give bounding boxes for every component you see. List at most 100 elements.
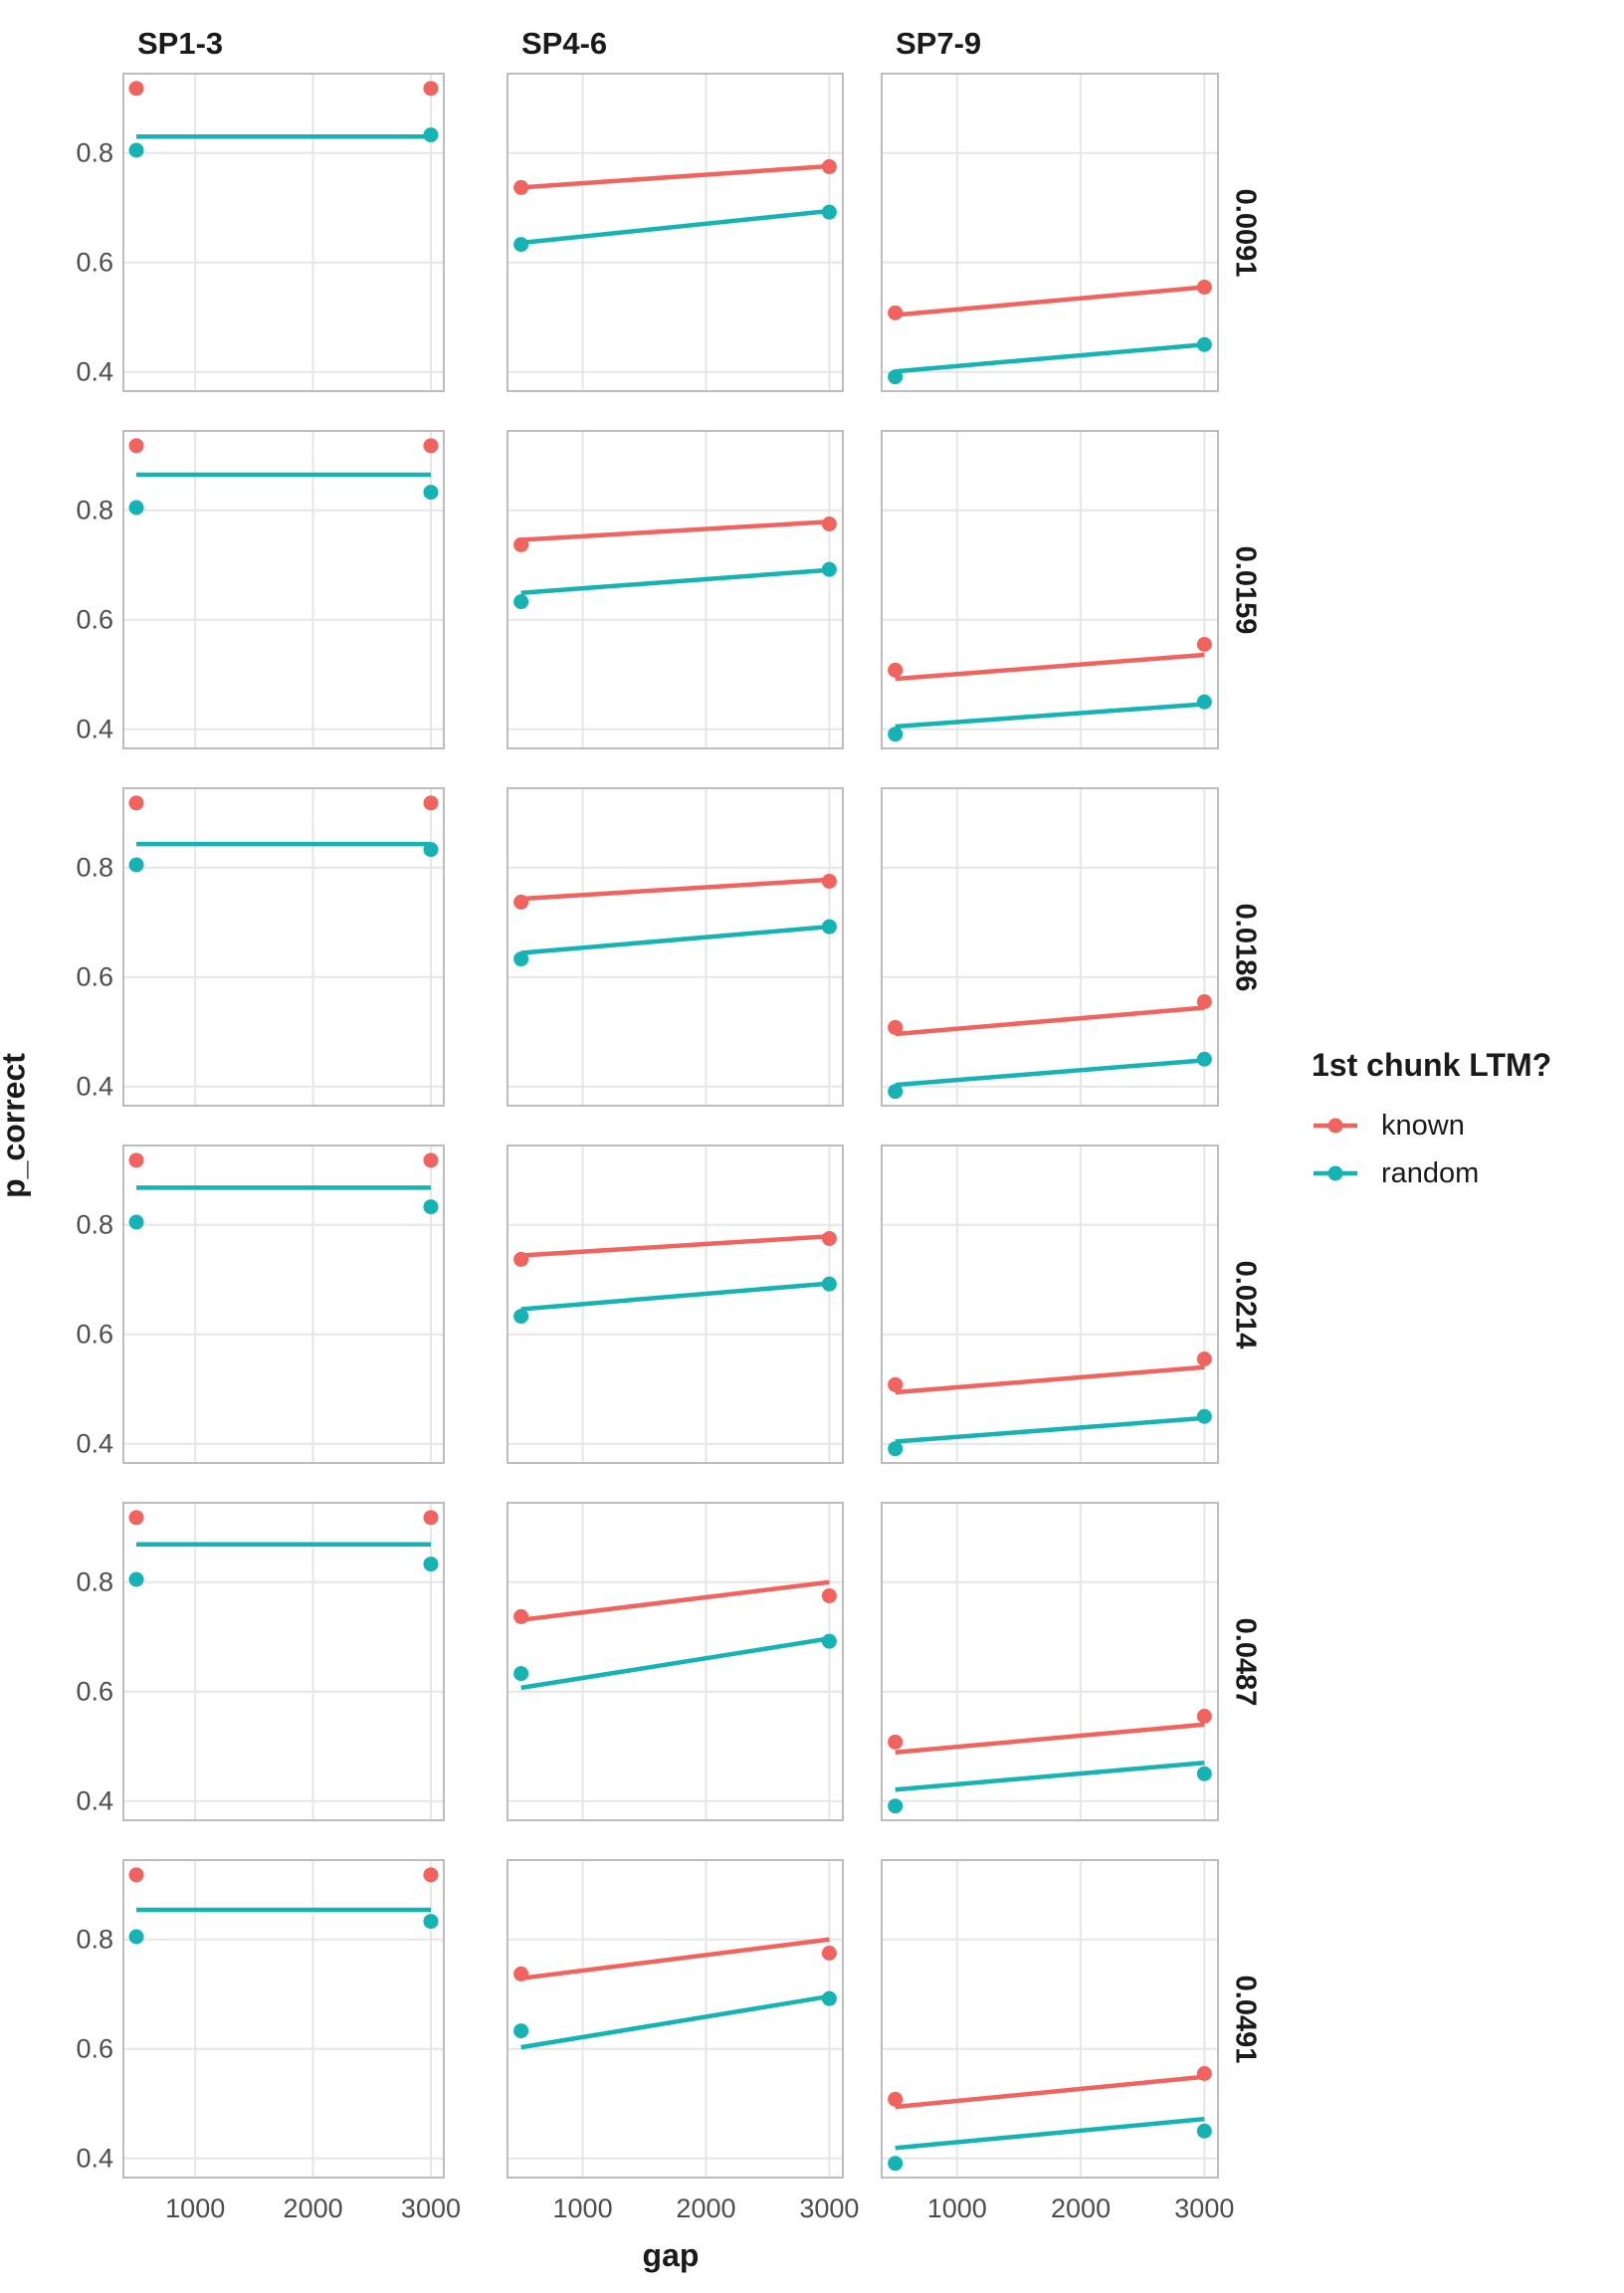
panel-border: [881, 430, 1219, 749]
facet-row-label: 0.0159: [1229, 545, 1262, 634]
data-point-known: [1196, 1352, 1212, 1366]
data-point-random: [423, 1914, 439, 1930]
data-point-random: [821, 561, 837, 577]
fit-line-known: [520, 163, 830, 190]
data-point-known: [888, 305, 904, 320]
fit-line-random: [895, 1415, 1205, 1444]
y-tick-label: 0.8: [76, 495, 113, 525]
data-point-random: [821, 1276, 837, 1292]
data-point-random: [888, 2156, 904, 2172]
data-point-known: [888, 1019, 904, 1035]
facet-row-label: 0.0091: [1229, 188, 1262, 277]
legend-entry-known: known: [1312, 1110, 1620, 1142]
data-point-random: [1196, 1051, 1212, 1067]
fit-line-random: [895, 1761, 1205, 1792]
facet-row-label: 0.0487: [1229, 1617, 1262, 1706]
facet-row-label: 0.0186: [1229, 903, 1262, 991]
data-point-known: [513, 1251, 529, 1267]
y-tick-label: 0.6: [76, 2033, 113, 2064]
y-tick-label: 0.8: [76, 1209, 113, 1240]
data-point-known: [513, 536, 529, 552]
fit-line-known: [895, 652, 1205, 682]
y-tick-label: 0.6: [76, 1676, 113, 1707]
fit-line-random: [520, 208, 830, 246]
x-axis-title: gap: [642, 2237, 700, 2273]
fit-line-random: [895, 702, 1205, 730]
data-point-random: [513, 2023, 529, 2039]
data-point-random: [888, 1084, 904, 1100]
facet-column-header-sp1-3: SP1-3: [137, 26, 224, 61]
x-tick-label: 3000: [400, 2193, 462, 2223]
fit-line-random: [895, 2116, 1205, 2151]
data-point-random: [513, 237, 529, 253]
data-point-random: [821, 1990, 837, 2006]
data-point-random: [423, 485, 439, 501]
data-point-known: [821, 874, 837, 889]
panel-border: [507, 73, 844, 392]
panel-border: [507, 430, 844, 749]
data-point-known: [423, 1152, 439, 1168]
data-point-random: [888, 1441, 904, 1457]
panel-border: [881, 787, 1219, 1107]
data-point-known: [513, 1966, 529, 1981]
data-point-known: [821, 1231, 837, 1246]
data-point-random: [1196, 1408, 1212, 1424]
fit-line-random: [520, 1993, 830, 2050]
panel-border: [122, 1502, 445, 1821]
x-tick-label: 1000: [552, 2193, 613, 2223]
x-tick-label: 3000: [1174, 2193, 1235, 2223]
data-point-known: [128, 1152, 144, 1168]
fit-line-known: [520, 1937, 830, 1981]
fit-line-known: [520, 877, 830, 902]
fit-line-known: [895, 1722, 1205, 1756]
panel-border: [122, 1145, 445, 1464]
data-point-random: [888, 369, 904, 385]
data-point-known: [821, 1588, 837, 1603]
legend: 1st chunk LTM? known random: [1312, 1047, 1620, 1205]
panel-border: [507, 1502, 844, 1821]
y-tick-label: 0.6: [76, 604, 113, 635]
fit-line-random: [520, 567, 830, 596]
data-point-known: [821, 1946, 837, 1961]
fit-line-random: [520, 1281, 830, 1312]
fit-line-random: [895, 1058, 1205, 1088]
panel-border: [881, 1145, 1219, 1464]
data-point-random: [128, 1571, 144, 1587]
panel-border: [881, 1502, 1219, 1821]
data-point-known: [513, 179, 529, 195]
data-point-random: [423, 1199, 439, 1215]
data-point-known: [128, 795, 144, 811]
x-tick-label: 2000: [283, 2193, 343, 2223]
data-point-known: [423, 1867, 439, 1883]
panel-border: [881, 73, 1219, 392]
data-point-known: [423, 795, 439, 811]
facet-column-header-sp4-6: SP4-6: [521, 26, 608, 61]
data-point-random: [1196, 2123, 1212, 2139]
data-point-random: [128, 857, 144, 873]
y-tick-label: 0.8: [76, 852, 113, 883]
x-tick-label: 2000: [1051, 2193, 1112, 2223]
y-tick-label: 0.6: [76, 247, 113, 278]
panel-border: [122, 73, 445, 392]
y-tick-label: 0.4: [76, 1071, 113, 1102]
fit-line-known: [520, 520, 830, 542]
data-point-random: [423, 127, 439, 143]
data-point-known: [513, 894, 529, 910]
y-tick-label: 0.8: [76, 1924, 113, 1955]
x-tick-label: 1000: [165, 2193, 226, 2223]
data-point-known: [1196, 1709, 1212, 1724]
data-point-random: [821, 919, 837, 935]
data-point-random: [128, 1929, 144, 1945]
data-point-known: [423, 1510, 439, 1526]
facet-row-label: 0.0491: [1229, 1975, 1262, 2063]
fit-line-random: [895, 342, 1205, 374]
x-tick-label: 1000: [926, 2193, 987, 2223]
data-point-known: [888, 662, 904, 678]
y-tick-label: 0.8: [76, 137, 113, 168]
data-point-random: [1196, 694, 1212, 710]
y-tick-label: 0.4: [76, 714, 113, 744]
panel-border: [507, 1145, 844, 1464]
y-tick-label: 0.4: [76, 1785, 113, 1816]
data-point-random: [513, 594, 529, 610]
